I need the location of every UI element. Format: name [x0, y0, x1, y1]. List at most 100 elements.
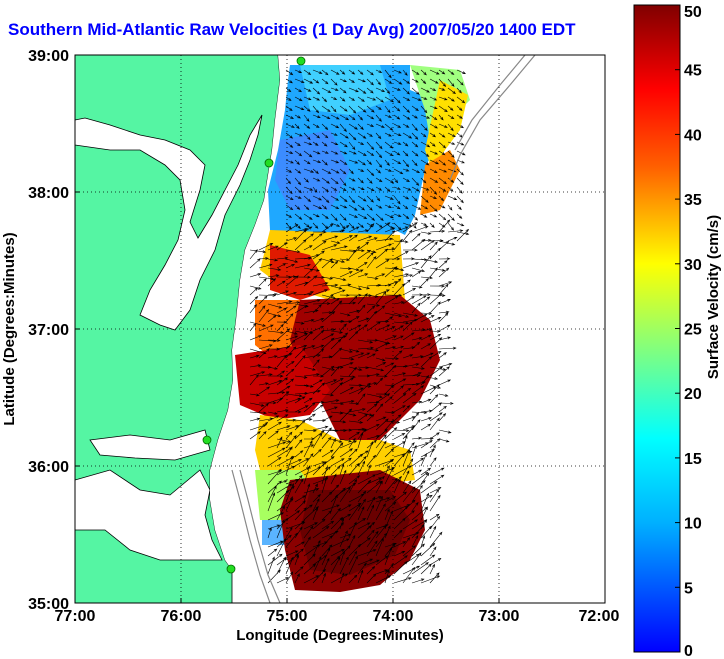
velocity-arrow	[420, 222, 428, 226]
velocity-arrow	[366, 276, 379, 280]
velocity-arrow	[312, 289, 329, 296]
velocity-arrow	[276, 256, 289, 260]
velocity-arrow	[276, 505, 285, 521]
velocity-arrow	[447, 237, 458, 242]
velocity-arrow	[384, 477, 398, 494]
velocity-arrow	[420, 334, 432, 341]
station-marker[interactable]	[202, 435, 212, 445]
velocity-arrow	[348, 105, 357, 114]
velocity-arrow	[429, 394, 439, 404]
velocity-arrow	[429, 69, 440, 75]
velocity-arrow	[375, 69, 383, 73]
velocity-arrow	[384, 69, 392, 79]
velocity-arrow	[366, 496, 382, 503]
station-marker[interactable]	[264, 158, 274, 168]
velocity-arrow	[285, 123, 295, 128]
velocity-arrow	[312, 506, 318, 521]
velocity-arrow	[303, 553, 316, 566]
velocity-arrow	[375, 177, 383, 183]
velocity-arrow	[339, 572, 345, 584]
velocity-arrow	[447, 87, 457, 95]
velocity-arrow	[267, 330, 285, 334]
velocity-arrow	[330, 222, 341, 227]
velocity-arrow	[303, 413, 316, 422]
velocity-arrow	[267, 421, 282, 431]
velocity-arrow	[375, 393, 391, 404]
velocity-arrow	[321, 186, 330, 192]
velocity-arrow	[321, 510, 332, 521]
velocity-arrow	[402, 374, 421, 377]
velocity-field	[235, 65, 470, 592]
velocity-arrow	[339, 482, 357, 494]
velocity-arrow	[420, 374, 430, 386]
velocity-arrow	[411, 480, 426, 494]
velocity-arrow	[384, 508, 390, 521]
velocity-arrow	[348, 478, 357, 494]
velocity-arrow	[276, 465, 296, 476]
velocity-arrow	[429, 337, 443, 350]
velocity-arrow	[402, 69, 408, 76]
velocity-arrow	[267, 556, 275, 575]
velocity-arrow	[456, 228, 470, 242]
velocity-arrow	[303, 168, 315, 173]
velocity-arrow	[384, 168, 393, 172]
colorbar-tick-label: 40	[684, 127, 702, 144]
velocity-arrow	[285, 204, 294, 211]
velocity-arrow	[438, 379, 451, 386]
velocity-arrow	[411, 87, 420, 95]
velocity-arrow	[420, 123, 428, 131]
velocity-arrow	[312, 382, 326, 395]
velocity-arrow	[375, 237, 394, 242]
velocity-arrow	[384, 213, 394, 219]
velocity-arrow	[429, 525, 437, 539]
velocity-arrow	[402, 426, 415, 440]
velocity-arrow	[384, 543, 396, 557]
velocity-arrow	[339, 550, 345, 566]
velocity-arrow	[303, 366, 317, 371]
velocity-arrow	[321, 520, 335, 530]
velocity-arrow	[348, 348, 360, 353]
velocity-arrow	[384, 427, 398, 440]
velocity-arrow	[393, 251, 409, 260]
velocity-arrow	[447, 78, 455, 87]
velocity-arrow	[267, 366, 279, 370]
station-marker[interactable]	[226, 564, 236, 574]
station-marker[interactable]	[296, 56, 306, 66]
velocity-arrow	[276, 425, 291, 431]
velocity-arrow	[429, 557, 442, 566]
velocity-arrow	[276, 345, 291, 350]
velocity-arrow	[348, 78, 355, 84]
velocity-arrow	[348, 517, 367, 530]
velocity-arrow	[285, 195, 294, 200]
velocity-arrow	[366, 540, 378, 557]
velocity-arrow	[438, 69, 446, 75]
velocity-arrow	[375, 291, 387, 305]
velocity-arrow	[366, 310, 378, 323]
velocity-arrow	[429, 417, 440, 431]
velocity-arrow	[357, 498, 366, 512]
velocity-arrow	[366, 373, 380, 377]
velocity-arrow	[429, 292, 443, 305]
velocity-arrow	[276, 263, 287, 269]
velocity-arrow	[357, 114, 364, 121]
velocity-arrow	[294, 431, 303, 440]
velocity-arrow	[312, 78, 320, 84]
velocity-arrow	[384, 204, 392, 208]
velocity-arrow	[393, 278, 402, 287]
velocity-arrow	[375, 377, 384, 386]
velocity-arrow	[267, 355, 278, 359]
velocity-arrow	[312, 425, 329, 431]
velocity-arrow	[411, 400, 423, 404]
velocity-arrow	[384, 159, 390, 166]
velocity-arrow	[357, 204, 366, 211]
velocity-arrow	[258, 373, 273, 377]
velocity-arrow	[330, 204, 340, 210]
velocity-arrow	[321, 78, 329, 85]
velocity-arrow	[330, 429, 347, 432]
velocity-arrow	[384, 346, 397, 350]
velocity-arrow	[411, 436, 422, 440]
velocity-arrow	[357, 123, 364, 131]
velocity-arrow	[366, 496, 376, 512]
velocity-arrow	[330, 141, 339, 145]
